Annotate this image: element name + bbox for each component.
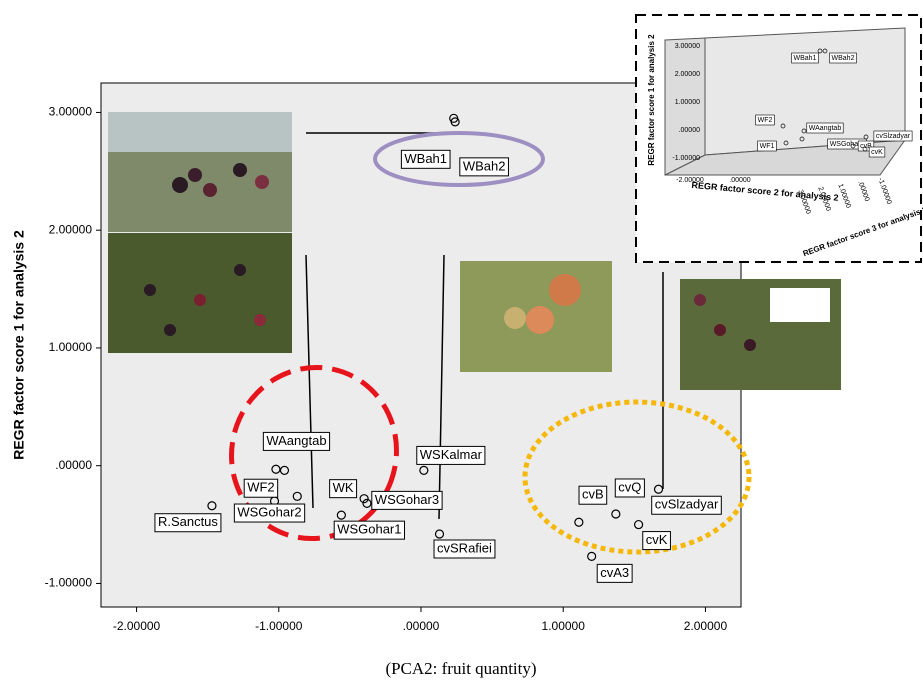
inset-point-label: WF2 [758, 117, 773, 124]
point-label: WAangtab [266, 433, 326, 448]
inset-point [850, 143, 856, 149]
inset-point [801, 128, 807, 134]
inset-z-tick-label: .00000 [679, 127, 701, 134]
point [279, 465, 290, 476]
photo [108, 112, 841, 390]
point-label-box [154, 513, 222, 533]
inset-point-label: WBah1 [794, 55, 817, 62]
inset-point [799, 136, 805, 142]
point [434, 529, 445, 539]
point [207, 501, 217, 511]
point-label-box [243, 478, 279, 498]
point-label: WF2 [247, 480, 274, 495]
point-label-box [642, 531, 671, 551]
point-label-box [262, 431, 331, 451]
inset-point [862, 146, 868, 152]
point-label: WBah1 [404, 151, 447, 166]
point [450, 117, 460, 127]
inset-point [783, 140, 789, 146]
inset-z-tick-label: 2.00000 [675, 71, 700, 78]
point [271, 464, 281, 474]
x-tick-label: -2.00000 [113, 619, 161, 633]
marks [207, 113, 664, 561]
point-label: WSGohar2 [237, 504, 301, 519]
inset-z-title: REGR factor score 1 for analysis 2 [647, 34, 656, 166]
y-tick-label: -1.00000 [45, 576, 93, 590]
point-label: cvA3 [600, 565, 629, 580]
inset-point [822, 48, 828, 54]
inset-label-box [829, 52, 857, 64]
y-tick-label: .00000 [55, 458, 92, 472]
x-tick-label: 2.00000 [684, 619, 728, 633]
inset-point-label: cvB [860, 143, 872, 150]
inset-label-box [806, 122, 844, 134]
point-label-box [329, 479, 358, 499]
point [611, 509, 621, 519]
point-label: cvB [582, 487, 604, 502]
inset-z-tick-label: 1.00000 [675, 99, 700, 106]
inset-x-tick-label: .00000 [729, 177, 751, 184]
inset-point-label: WF1 [760, 143, 775, 150]
y-axis-title: REGR factor score 1 for analysis 2 [11, 230, 27, 460]
inset-point [817, 48, 823, 54]
inset-point-label: cvK [871, 149, 883, 156]
inset-label-box [873, 130, 913, 142]
point [587, 551, 597, 561]
point [336, 510, 346, 520]
point-label: WSGohar3 [375, 492, 439, 507]
inset-z-tick-label: -1.00000 [672, 155, 700, 162]
point-label-box [433, 539, 496, 559]
inset-3d-plot: 3.00000 2.00000 1.00000 .00000 -1.00000 -2.00… [635, 14, 923, 263]
point-label-box [233, 503, 306, 523]
inset-point [780, 123, 786, 129]
y-tick-label: 1.00000 [49, 340, 93, 354]
point-label-box [578, 485, 608, 505]
inset-label-box [757, 140, 777, 152]
point-label: cvK [646, 532, 668, 547]
group-ellipse [229, 131, 752, 555]
y-tick-label: 2.00000 [49, 222, 93, 236]
x-tick-label: 1.00000 [542, 619, 586, 633]
inset-point-label: cvSlzadyar [876, 133, 911, 140]
point [653, 484, 664, 494]
x-tick-label: -1.00000 [255, 619, 303, 633]
point-label-box [371, 490, 443, 510]
point-label: WSKalmar [420, 447, 483, 462]
point-label-box [333, 520, 406, 540]
point-label-box [596, 563, 633, 583]
inset-x-tick-label: -2.00000 [676, 177, 704, 184]
point-label-box [459, 157, 509, 177]
point [574, 517, 584, 527]
x-tick-label: .00000 [403, 619, 440, 633]
point [292, 491, 302, 501]
inset-point-label: WSGohar3 [830, 141, 865, 148]
point-label: cvSlzadyar [655, 497, 719, 512]
inset-point-label: WBah2 [832, 55, 855, 62]
point-label: WK [333, 480, 354, 495]
point [633, 519, 644, 530]
point-label: WSGohar1 [337, 522, 401, 537]
point-label: WBah2 [463, 158, 506, 173]
inset-label-box [791, 52, 819, 64]
caption: (PCA2: fruit quantity) [385, 659, 536, 678]
inset-label-box [868, 146, 886, 158]
inset-label-box [755, 114, 775, 126]
point-label-box [416, 445, 486, 465]
point [362, 498, 372, 508]
point-label-box [400, 149, 451, 169]
point-label-box [614, 478, 645, 498]
point [419, 465, 429, 476]
point [359, 494, 369, 504]
inset-point [863, 134, 869, 140]
inset-z-tick-label: 3.00000 [675, 43, 700, 50]
point-label: cvSRafiei [437, 540, 492, 555]
point-label: R.Sanctus [158, 514, 218, 529]
point-label-box [651, 495, 722, 515]
point-label: cvQ [618, 479, 641, 494]
inset-point-label: WAangtab [809, 125, 842, 132]
y-tick-label: 3.00000 [49, 105, 93, 119]
